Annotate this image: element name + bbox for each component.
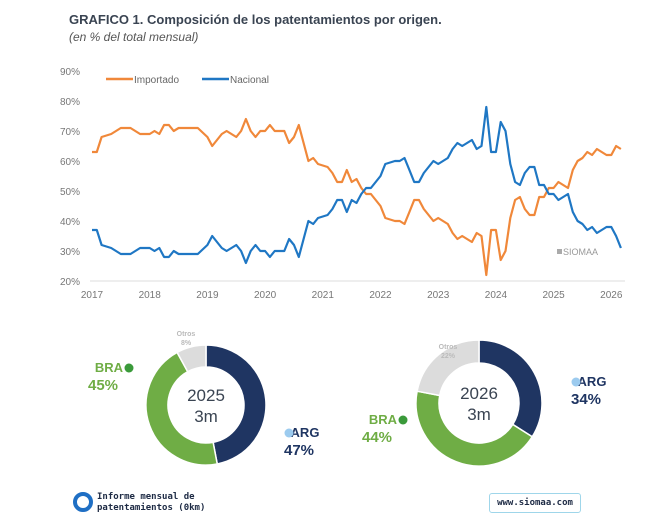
footer-report-name: Informe mensual de patentamientos (0km) [97,492,206,513]
y-tick-label: 20% [60,277,80,288]
x-tick-label: 2026 [600,290,623,301]
donut-value-arg: 47% [284,442,314,459]
donut-label-arg: ARG [578,374,607,389]
y-tick-label: 70% [60,127,80,138]
donut-value-otros: 8% [181,340,192,347]
x-tick-label: 2019 [196,290,219,301]
argentina-flag-icon [571,377,581,387]
series-line-importado [92,117,622,277]
donut-center-period: 3m [467,405,491,424]
donut-label-bra: BRA [95,360,124,375]
x-tick-label: 2018 [139,290,162,301]
legend: Importado Nacional [106,75,269,86]
donut-slice-bra [145,351,219,466]
y-tick-label: 40% [60,217,80,228]
donut-value-otros: 22% [441,353,456,360]
donut-center-year: 2026 [460,384,498,403]
siomaa-logo-icon [73,492,93,512]
donut-slice-bra [415,390,534,467]
donut-value-arg: 34% [571,391,601,408]
series-line-nacional [92,105,622,265]
x-tick-label: 2025 [542,290,565,301]
argentina-flag-icon [284,428,294,438]
donut-label-arg: ARG [291,425,320,440]
legend-label-nacional: Nacional [230,75,269,86]
donut-2025: 2025 3m ARG 47% BRA 45% Otros 8% [88,331,320,466]
donut-2026: 2026 3m ARG 34% BRA 44% Otros 22% [362,339,607,467]
donut-center-period: 3m [194,407,218,426]
y-tick-label: 80% [60,97,80,108]
x-tick-label: 2022 [369,290,392,301]
donut-value-bra: 44% [362,429,392,446]
x-tick-label: 2021 [312,290,335,301]
x-tick-label: 2017 [81,290,104,301]
website-link[interactable]: www.siomaa.com [489,493,581,513]
donut-value-bra: 45% [88,377,118,394]
brazil-flag-icon [124,363,134,373]
y-tick-label: 60% [60,157,80,168]
donut-slice-arg [205,344,267,465]
donut-label-otros: Otros [177,331,196,338]
donut-slice-otros [176,344,207,373]
y-tick-label: 90% [60,67,80,78]
y-tick-label: 30% [60,247,80,258]
x-tick-label: 2024 [485,290,508,301]
x-tick-label: 2023 [427,290,450,301]
donut-label-bra: BRA [369,412,398,427]
legend-label-importado: Importado [134,75,179,86]
chart-title: GRAFICO 1. Composición de los patentamie… [69,12,442,27]
donut-slice-otros [416,339,480,397]
brazil-flag-icon [398,415,408,425]
siomaa-logo-icon [557,249,562,254]
donut-center-year: 2025 [187,386,225,405]
watermark: SIOMAA [563,247,598,257]
y-tick-label: 50% [60,187,80,198]
x-tick-label: 2020 [254,290,277,301]
chart-subtitle: (en % del total mensual) [69,30,199,44]
donut-label-otros: Otros [439,344,458,351]
